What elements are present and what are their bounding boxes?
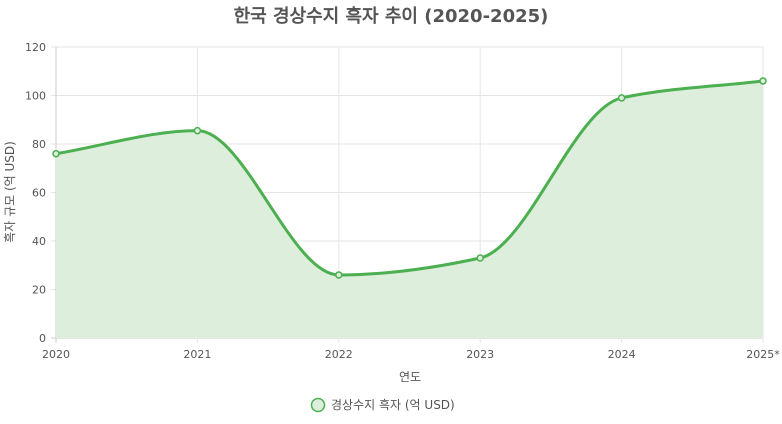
area-layer <box>56 80 763 338</box>
x-tick-label: 2024 <box>608 348 636 361</box>
data-point[interactable] <box>476 254 484 262</box>
chart-title: 한국 경상수지 흑자 추이 (2020-2025) <box>234 5 549 27</box>
data-point[interactable] <box>52 149 60 158</box>
x-tick-label: 2022 <box>325 348 353 361</box>
y-tick-label: 20 <box>32 284 46 297</box>
data-point[interactable] <box>193 126 202 135</box>
y-tick-label: 120 <box>25 41 46 54</box>
y-axis-title: 흑자 규모 (억 USD) <box>3 141 17 243</box>
y-tick-label: 60 <box>32 187 46 200</box>
point-layer <box>52 77 767 279</box>
y-axis-ticks: 0 20 40 60 80 100 120 <box>25 41 46 345</box>
x-tick-label: 2021 <box>183 348 211 361</box>
series-area-fill <box>56 80 763 338</box>
legend-label: 경상수지 흑자 (억 USD) <box>331 398 455 412</box>
x-axis-ticks: 2020 2021 2022 2023 2024 2025* <box>42 348 780 361</box>
x-axis-title: 연도 <box>399 370 421 384</box>
y-tick-label: 100 <box>25 90 46 103</box>
x-tick-label: 2025* <box>746 348 780 361</box>
legend-marker <box>310 397 326 413</box>
data-point[interactable] <box>759 77 767 85</box>
data-point[interactable] <box>335 271 343 279</box>
y-tick-label: 40 <box>32 235 46 248</box>
y-tick-label: 0 <box>39 332 46 345</box>
x-tick-label: 2023 <box>466 348 494 361</box>
data-point[interactable] <box>617 94 626 102</box>
y-tick-label: 80 <box>32 138 46 151</box>
legend: 경상수지 흑자 (억 USD) <box>310 397 455 413</box>
x-tick-label: 2020 <box>42 348 70 361</box>
